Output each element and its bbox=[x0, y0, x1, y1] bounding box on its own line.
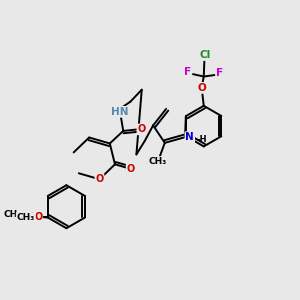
Text: O: O bbox=[127, 164, 135, 174]
Text: O: O bbox=[198, 83, 207, 93]
Text: O: O bbox=[34, 212, 42, 222]
Text: HN: HN bbox=[111, 107, 128, 117]
Text: O: O bbox=[137, 124, 146, 134]
Text: F: F bbox=[184, 67, 191, 77]
Text: O: O bbox=[95, 174, 104, 184]
Text: CH₃: CH₃ bbox=[16, 213, 35, 222]
Text: N: N bbox=[185, 132, 194, 142]
Text: F: F bbox=[216, 68, 224, 78]
Text: CH₃: CH₃ bbox=[4, 210, 22, 219]
Text: O: O bbox=[29, 212, 37, 223]
Text: -H: -H bbox=[196, 135, 207, 144]
Text: Cl: Cl bbox=[199, 50, 211, 60]
Text: CH₃: CH₃ bbox=[149, 157, 167, 166]
